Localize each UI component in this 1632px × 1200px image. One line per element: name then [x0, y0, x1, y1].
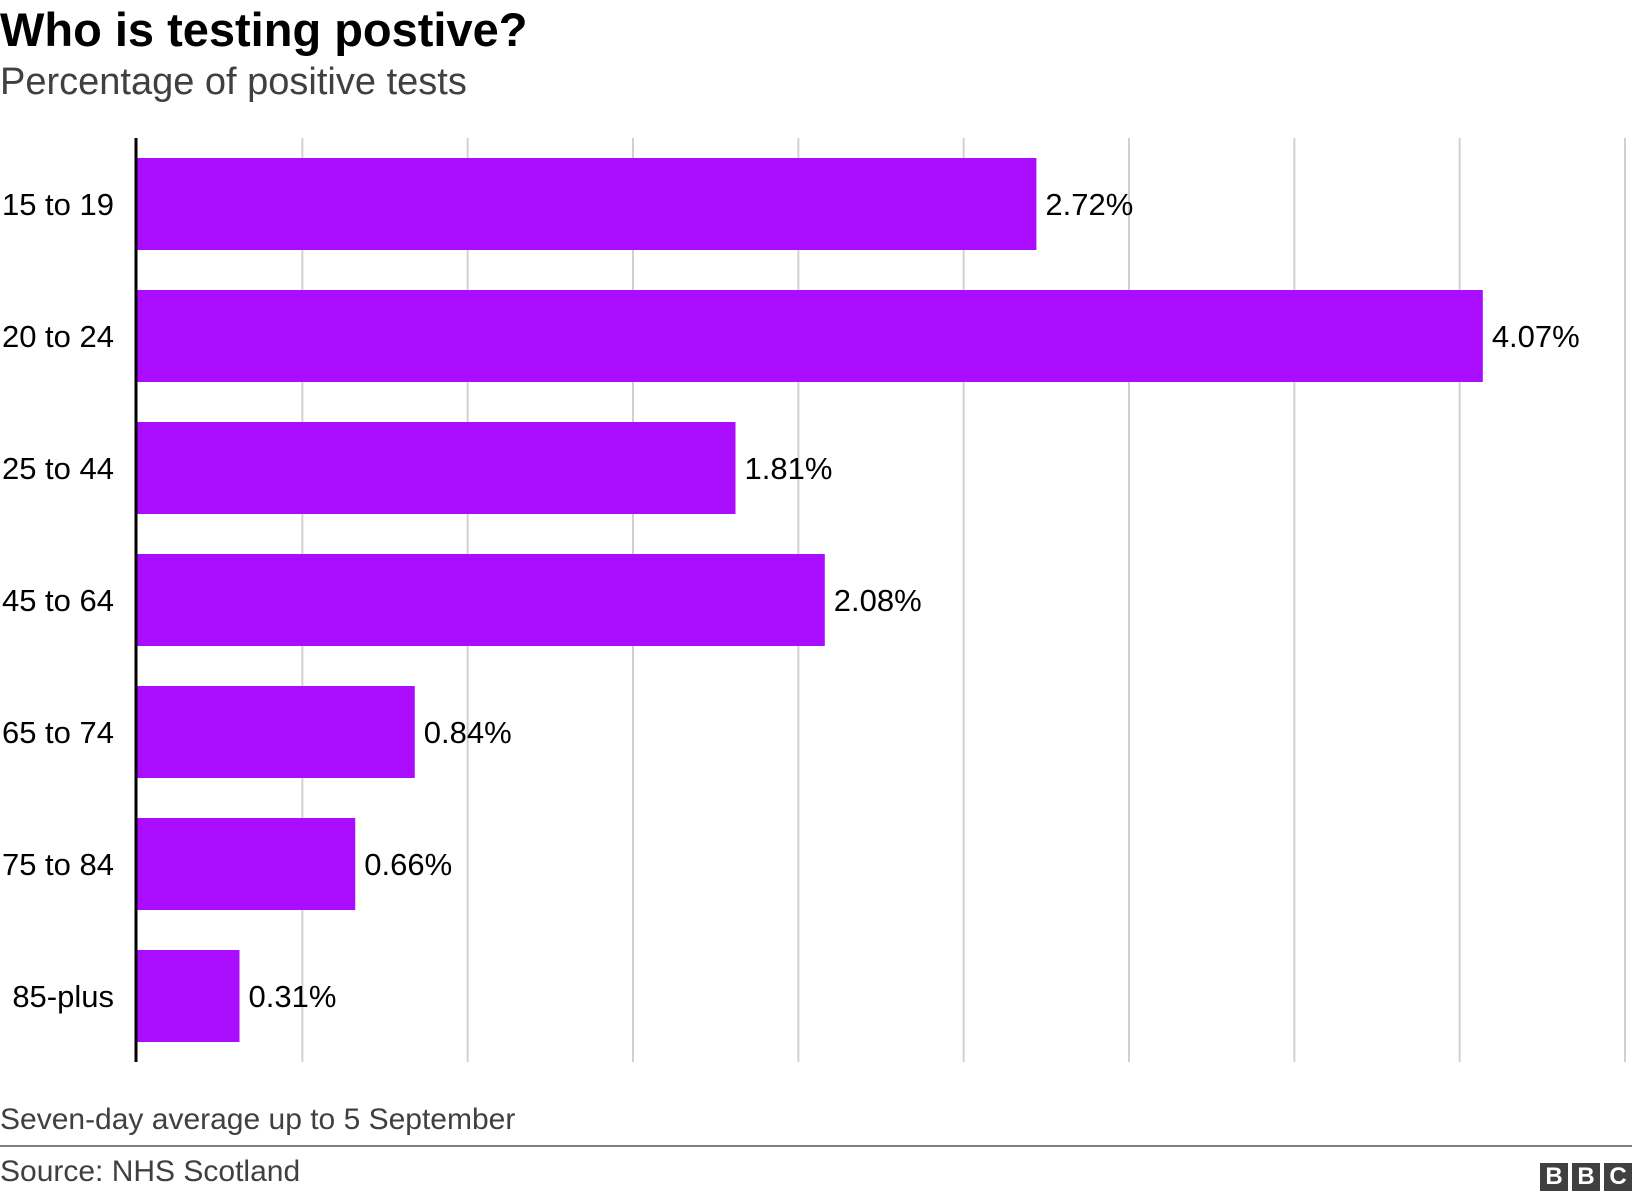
bar [137, 686, 415, 778]
bar [137, 554, 825, 646]
category-label: 85-plus [12, 979, 114, 1014]
category-label: 75 to 84 [2, 847, 114, 882]
chart-title: Who is testing postive? [0, 3, 528, 56]
bar [137, 422, 736, 514]
bar-value-label: 0.66% [364, 847, 452, 882]
category-label: 45 to 64 [2, 583, 114, 618]
bar [137, 158, 1037, 250]
bar [137, 290, 1483, 382]
category-label: 20 to 24 [2, 319, 114, 354]
category-label: 65 to 74 [2, 715, 114, 750]
bar-value-label: 2.72% [1045, 187, 1133, 222]
footer-divider [0, 1145, 1632, 1147]
source-text: Source: NHS Scotland [0, 1155, 301, 1188]
category-label: 25 to 44 [2, 451, 114, 486]
bar-value-label: 0.31% [249, 979, 337, 1014]
bbc-logo-letter: B [1540, 1163, 1568, 1191]
bar-value-label: 2.08% [834, 583, 922, 618]
bar [137, 950, 240, 1042]
bbc-logo: B B C [1540, 1163, 1632, 1191]
bar [137, 818, 356, 910]
bbc-logo-letter: B [1572, 1163, 1600, 1191]
bbc-logo-letter: C [1604, 1163, 1632, 1191]
bars [137, 158, 1483, 1042]
chart-note: Seven-day average up to 5 September [0, 1103, 516, 1136]
bar-value-label: 4.07% [1492, 319, 1580, 354]
category-label: 15 to 19 [2, 187, 114, 222]
bar-value-label: 0.84% [424, 715, 512, 750]
category-labels: 15 to 19 20 to 24 25 to 44 45 to 64 65 to 74… [2, 187, 114, 1014]
bar-value-label: 1.81% [745, 451, 833, 486]
data-labels: 2.72% 4.07% 1.81% 2.08% 0.84% 0.66% 0.31% [249, 187, 1580, 1014]
chart-subtitle: Percentage of positive tests [0, 61, 467, 103]
